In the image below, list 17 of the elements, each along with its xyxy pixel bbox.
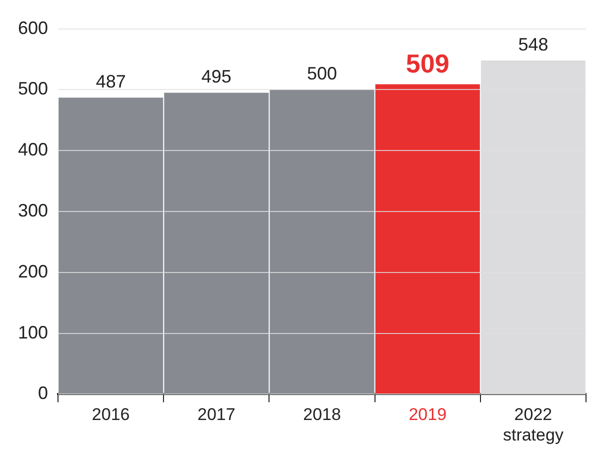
- y-tick-label: 100: [18, 322, 48, 342]
- data-label: 500: [306, 64, 338, 84]
- y-tick-label: 400: [18, 140, 48, 160]
- data-label: 548: [518, 34, 548, 54]
- y-tick-label: 200: [18, 261, 48, 282]
- y-tick-label: 600: [18, 18, 48, 38]
- y-tick-label: 0: [38, 383, 48, 404]
- x-tick-label: 2017: [198, 405, 236, 424]
- x-tick-label: 2022 strategy: [502, 405, 564, 444]
- y-tick-label: 300: [18, 200, 48, 220]
- data-label: 509: [406, 48, 450, 78]
- y-tick-label: 500: [18, 78, 48, 99]
- data-label: 495: [201, 66, 232, 87]
- data-label: 487: [96, 72, 126, 92]
- x-tick-label: 2018: [303, 405, 341, 424]
- x-tick-label: 2019: [408, 405, 447, 424]
- x-tick-label: 2016: [92, 405, 130, 424]
